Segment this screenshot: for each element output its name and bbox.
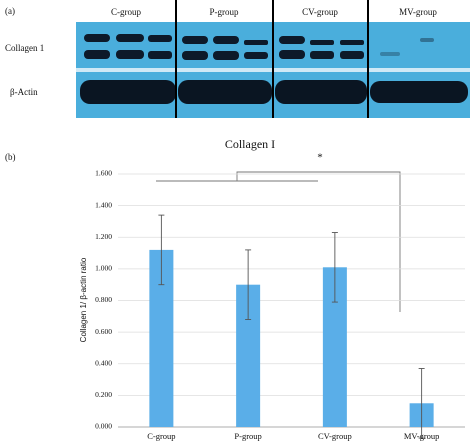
y-tick-label: 1.400 <box>95 200 112 209</box>
lane-separators <box>175 0 369 118</box>
group-label: MV-group <box>399 7 437 17</box>
chart-title: Collagen I <box>225 137 275 151</box>
group-label: CV-group <box>302 7 338 17</box>
significance-bracket <box>156 171 401 312</box>
error-bar <box>418 368 425 439</box>
error-bar <box>331 232 338 303</box>
x-tick-label: CV-group <box>318 431 352 441</box>
y-axis-label: Collagen 1/ β-actin ratio <box>79 257 88 342</box>
error-bar <box>158 214 165 286</box>
panel-label: (b) <box>5 152 16 162</box>
row-label: β-Actin <box>10 87 38 97</box>
panel-label: (a) <box>5 6 15 16</box>
actin-bands <box>80 80 468 104</box>
y-tick-label: 0.600 <box>95 327 112 336</box>
x-tick-label: P-group <box>234 431 261 441</box>
y-tick-label: 1.000 <box>95 264 112 273</box>
collagen-bands <box>84 34 434 60</box>
y-tick-label: 0.400 <box>95 358 112 367</box>
row-label: Collagen 1 <box>5 43 44 53</box>
error-bar <box>245 249 252 320</box>
y-tick-label: 0.000 <box>95 422 112 431</box>
y-tick-label: 0.800 <box>95 295 112 304</box>
x-tick-label: C-group <box>147 431 175 441</box>
y-tick-label: 0.200 <box>95 390 112 399</box>
y-tick-label: 1.600 <box>95 169 112 178</box>
significance-mark: * <box>317 152 323 164</box>
group-label: P-group <box>210 7 239 17</box>
group-label: C-group <box>111 7 141 17</box>
y-tick-label: 1.200 <box>95 232 112 241</box>
